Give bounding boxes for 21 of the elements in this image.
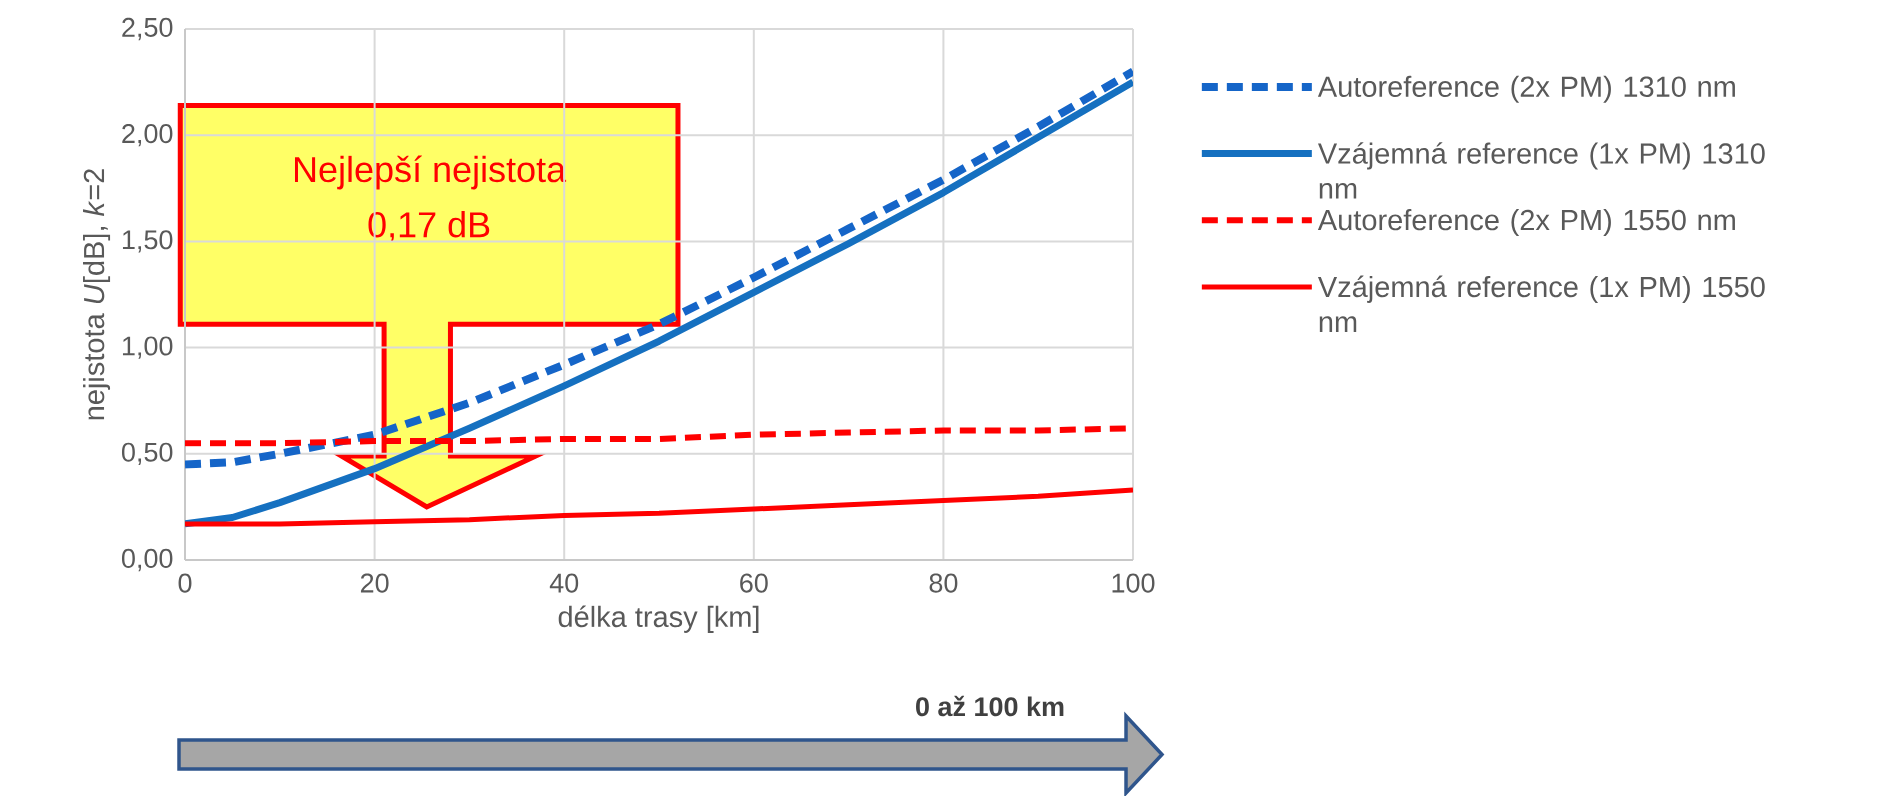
legend-label: Vzájemná reference (1x PM) 1310 nm: [1317, 142, 1765, 199]
annotation: 0,17 dB: [368, 211, 490, 242]
y-tick-label: 0,00: [121, 548, 173, 572]
x-tick-label: 40: [549, 573, 579, 593]
x-tick-label: 80: [929, 573, 958, 593]
y-tick-label: 2,50: [122, 17, 173, 41]
y-tick-label: 2,00: [122, 124, 173, 147]
legend-label: Vzájemná reference (1x PM) 1550 nm: [1317, 275, 1765, 332]
x-axis-title: délka trasy [km]: [558, 605, 759, 633]
legend-label: Autoreference (2x PM) 1550 nm: [1317, 209, 1735, 237]
y-tick-label: 1,50: [122, 230, 173, 253]
y-tick-label: 1,00: [122, 336, 173, 359]
x-tick-label: 60: [740, 573, 768, 593]
text: 0 až 100 km: [916, 695, 1064, 717]
x-tick-label: 100: [1112, 573, 1155, 593]
y-axis-title: nejistota U[dB], k=2: [83, 169, 111, 420]
annotation: Nejlepší nejistota: [294, 155, 567, 190]
legend-label: Autoreference (2x PM) 1310 nm: [1317, 75, 1735, 103]
x-tick-label: 0: [178, 573, 192, 593]
x-tick-label: 20: [360, 573, 389, 593]
y-tick-label: 0,50: [121, 442, 173, 465]
